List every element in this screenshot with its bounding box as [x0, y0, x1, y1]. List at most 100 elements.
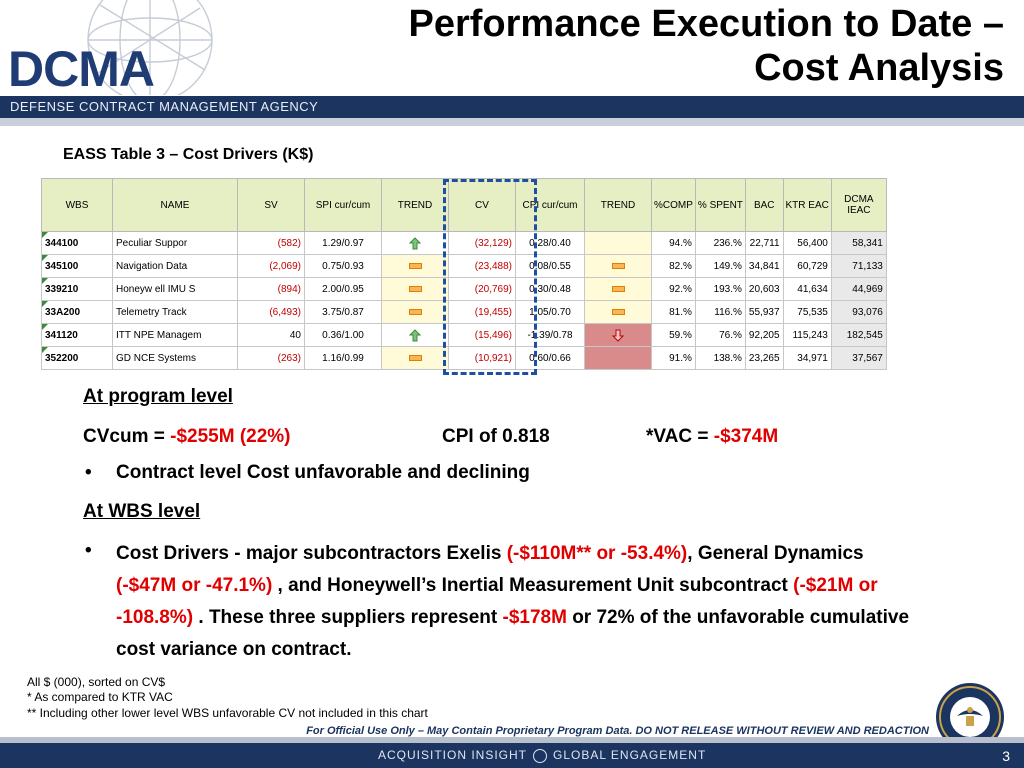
- cv-cell: (10,921): [448, 346, 516, 370]
- column-header: BAC: [744, 178, 784, 232]
- agency-name: DEFENSE CONTRACT MANAGEMENT AGENCY: [10, 99, 319, 114]
- trend-flat-icon: [381, 254, 449, 278]
- column-header: CV: [448, 178, 516, 232]
- trend-down-icon: [584, 323, 652, 347]
- spi-cell: 3.75/0.87: [304, 300, 382, 324]
- bac-cell: 34,841: [744, 254, 784, 278]
- table-title: EASS Table 3 – Cost Drivers (K$): [63, 146, 314, 163]
- ktr-eac-cell: 34,971: [782, 346, 832, 370]
- dod-seal-icon: [936, 683, 1004, 751]
- column-header: TREND: [381, 178, 449, 232]
- spent-cell: 76.%: [694, 323, 746, 347]
- sv-cell: (2,069): [237, 254, 305, 278]
- comment-marker-icon: [42, 278, 48, 284]
- comment-marker-icon: [42, 324, 48, 330]
- comment-marker-icon: [42, 255, 48, 261]
- cv-highlight-box: [443, 179, 537, 375]
- agency-bar-underline: [0, 118, 1024, 126]
- wbs-level-heading: At WBS level: [83, 501, 201, 522]
- ktr-eac-cell: 41,634: [782, 277, 832, 301]
- name-cell: Honeyw ell IMU S: [112, 277, 238, 301]
- cpi-cell: 0.60/0.66: [515, 346, 585, 370]
- sv-cell: 40: [237, 323, 305, 347]
- spent-cell: 149.%: [694, 254, 746, 278]
- dcma-logo: DCMA: [0, 0, 260, 103]
- bullet-icon: •: [85, 540, 92, 561]
- column-header: WBS: [41, 178, 113, 232]
- cost-drivers-table: WBS NAME SV SPI cur/cum TREND CV CPI cur/cum TR…: [41, 178, 887, 370]
- trend-flat-icon: [381, 346, 449, 370]
- confidentiality-notice: For Official Use Only – May Contain Prop…: [306, 725, 929, 737]
- cpi-cell: -1.39/0.78: [515, 323, 585, 347]
- page-title: Performance Execution to Date – Cost Ana…: [408, 3, 1004, 89]
- contract-level-bullet: Contract level Cost unfavorable and decl…: [116, 462, 530, 483]
- globe-icon: [533, 748, 548, 763]
- ktr-eac-cell: 75,535: [782, 300, 832, 324]
- dcma-ieac-cell: 182,545: [830, 323, 887, 347]
- dcma-ieac-cell: 71,133: [830, 254, 887, 278]
- table-row: 341120 ITT NPE Managem 40 0.36/1.00 (15,496)…: [41, 323, 887, 347]
- comp-cell: 81.%: [651, 300, 696, 324]
- footnote: ** Including other lower level WBS unfav…: [27, 706, 428, 720]
- bac-cell: 22,711: [744, 231, 784, 255]
- vac-line: *VAC = -$374M: [646, 426, 779, 447]
- spent-cell: 138.%: [694, 346, 746, 370]
- comment-marker-icon: [42, 232, 48, 238]
- cost-drivers-paragraph: Cost Drivers - major subcontractors Exel…: [116, 543, 910, 660]
- column-header: SPI cur/cum: [304, 178, 382, 232]
- footer-bar: [0, 743, 1024, 768]
- column-header: TREND: [584, 178, 652, 232]
- bac-cell: 23,265: [744, 346, 784, 370]
- column-header: DCMA IEAC: [830, 178, 887, 232]
- spi-cell: 1.29/0.97: [304, 231, 382, 255]
- name-cell: ITT NPE Managem: [112, 323, 238, 347]
- footer-bar-top: [0, 737, 1024, 743]
- ktr-eac-cell: 60,729: [782, 254, 832, 278]
- dcma-ieac-cell: 58,341: [830, 231, 887, 255]
- spent-cell: 236.%: [694, 231, 746, 255]
- column-header: %COMP: [651, 178, 696, 232]
- column-header: NAME: [112, 178, 238, 232]
- program-level-heading: At program level: [83, 386, 233, 407]
- trend-cell: [584, 231, 652, 255]
- table-row: 352200 GD NCE Systems (263) 1.16/0.99 (10,92…: [41, 346, 887, 370]
- trend-flat-icon: [584, 277, 652, 301]
- wbs-cell: 345100: [41, 254, 113, 278]
- bac-cell: 55,937: [744, 300, 784, 324]
- trend-up-icon: [381, 323, 449, 347]
- page-number: 3: [1002, 748, 1010, 764]
- comp-cell: 91.%: [651, 346, 696, 370]
- ktr-eac-cell: 56,400: [782, 231, 832, 255]
- spi-cell: 2.00/0.95: [304, 277, 382, 301]
- agency-bar: DEFENSE CONTRACT MANAGEMENT AGENCY: [0, 96, 1024, 118]
- comp-cell: 59.%: [651, 323, 696, 347]
- sv-cell: (6,493): [237, 300, 305, 324]
- sv-cell: (894): [237, 277, 305, 301]
- footnote: * As compared to KTR VAC: [27, 690, 173, 704]
- trend-up-icon: [381, 231, 449, 255]
- trend-flat-icon: [381, 300, 449, 324]
- table-header-row: WBS NAME SV SPI cur/cum TREND CV CPI cur/cum TR…: [41, 178, 887, 232]
- wbs-cell: 339210: [41, 277, 113, 301]
- logo-text: DCMA: [8, 41, 155, 97]
- column-header: KTR EAC: [782, 178, 832, 232]
- sv-cell: (582): [237, 231, 305, 255]
- wbs-cell: 341120: [41, 323, 113, 347]
- spi-cell: 0.75/0.93: [304, 254, 382, 278]
- spent-cell: 193.%: [694, 277, 746, 301]
- cpi-line: CPI of 0.818: [442, 426, 550, 447]
- bac-cell: 20,603: [744, 277, 784, 301]
- trend-flat-icon: [584, 254, 652, 278]
- wbs-cell: 352200: [41, 346, 113, 370]
- spi-cell: 1.16/0.99: [304, 346, 382, 370]
- trend-flat-icon: [584, 300, 652, 324]
- spent-cell: 116.%: [694, 300, 746, 324]
- cv-cell: (23,488): [448, 254, 516, 278]
- bullet-icon: •: [85, 462, 92, 483]
- column-header: SV: [237, 178, 305, 232]
- name-cell: Peculiar Suppor: [112, 231, 238, 255]
- footer-tagline: ACQUISITION INSIGHT GLOBAL ENGAGEMENT: [378, 748, 707, 763]
- trend-cell: [584, 346, 652, 370]
- bac-cell: 92,205: [744, 323, 784, 347]
- trend-flat-icon: [381, 277, 449, 301]
